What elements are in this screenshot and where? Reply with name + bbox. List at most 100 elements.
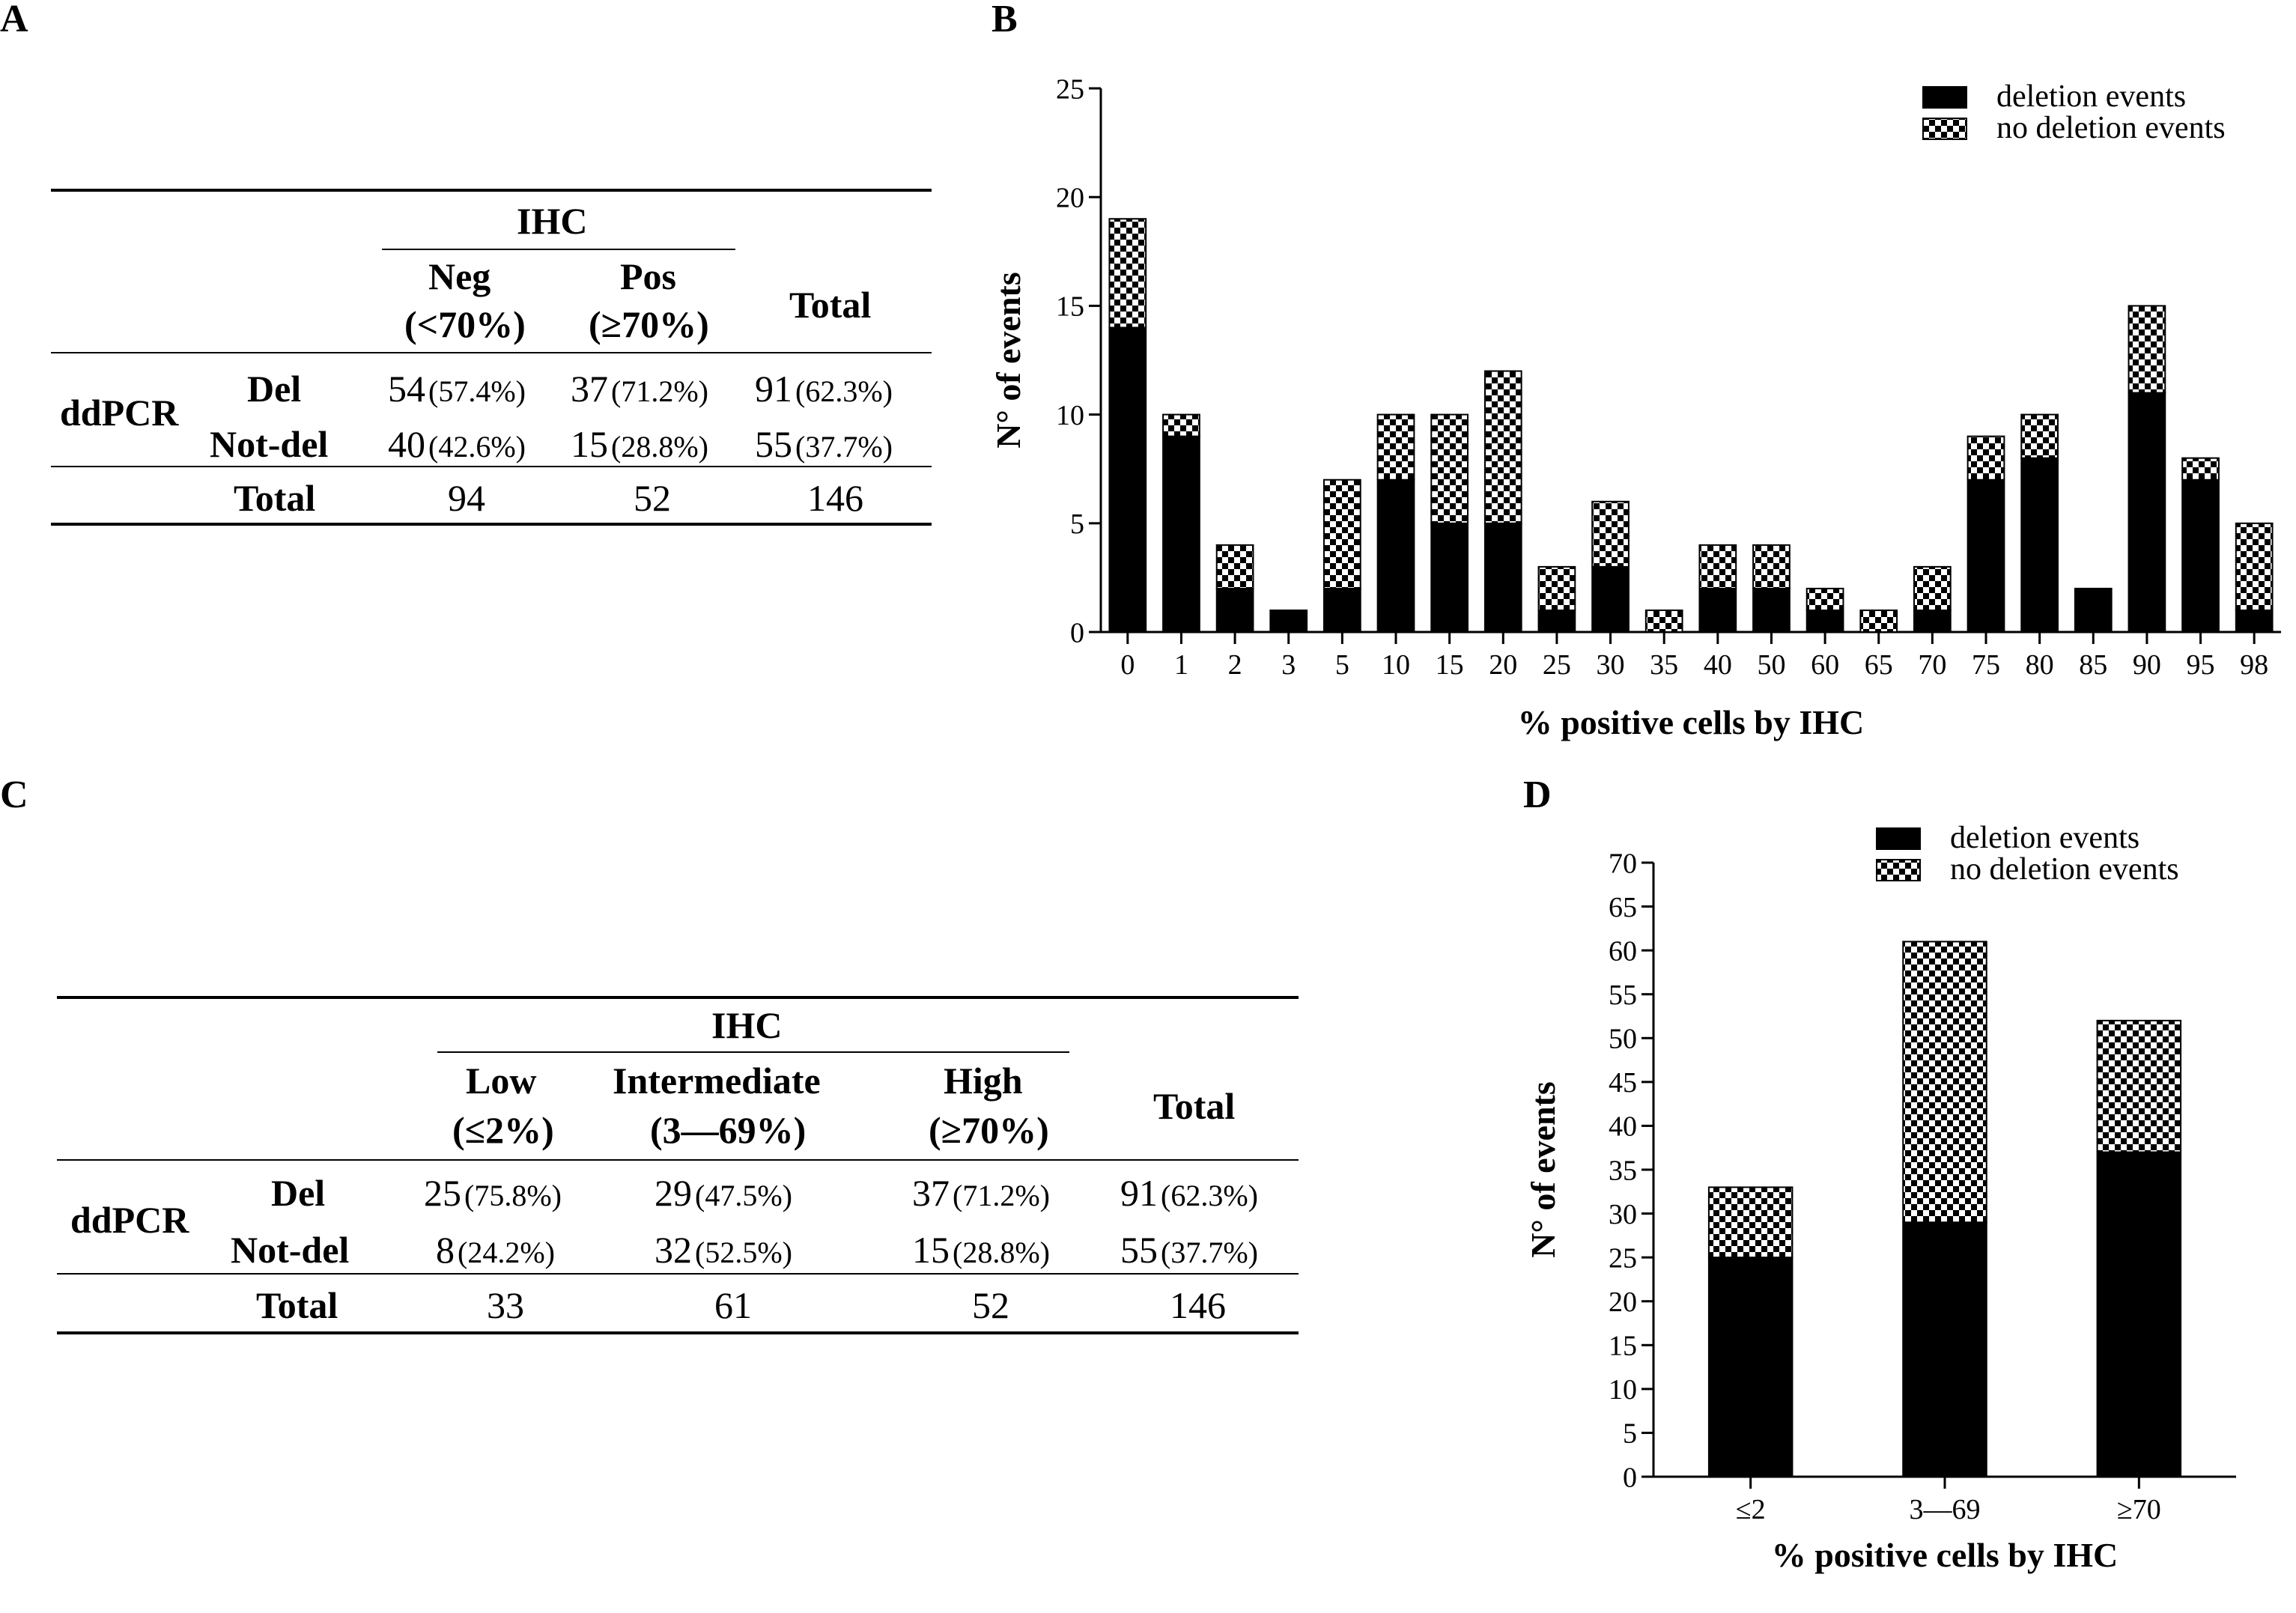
table-a-col-total: Total <box>789 284 872 326</box>
y-tick-label: 5 <box>1070 508 1084 540</box>
x-tick-label: 3 <box>1281 649 1296 681</box>
table-a-col-pos: Pos <box>620 255 676 297</box>
bar-no-deletion <box>1215 544 1254 589</box>
table-a-notdel-pos: 15 (28.8%) <box>571 425 708 463</box>
bar-deletion <box>1215 587 1254 633</box>
bar-deletion <box>1902 1221 1987 1478</box>
table-a-ihc-header: IHC <box>517 200 588 242</box>
table-a-row-group: ddPCR <box>60 392 179 434</box>
cell-percent: (47.5%) <box>695 1179 792 1212</box>
bar-no-deletion <box>2181 457 2220 481</box>
y-tick-label: 25 <box>1609 1242 1637 1274</box>
table-a-body-rule <box>51 466 932 467</box>
legend-swatch-no-deletion <box>1876 859 1921 881</box>
cell-count: 37 <box>571 368 608 410</box>
table-a-col-neg-range: (<70%) <box>404 303 526 345</box>
table-a-del-neg: 54 (57.4%) <box>388 370 526 407</box>
cell-count: 15 <box>912 1229 950 1271</box>
bar-deletion <box>1108 326 1147 633</box>
x-tick-label: 35 <box>1650 649 1678 681</box>
cell-percent: (75.8%) <box>464 1179 562 1212</box>
bar-deletion <box>1162 435 1200 633</box>
y-tick-label: 20 <box>1056 183 1084 214</box>
cell-count: 40 <box>388 423 425 465</box>
x-axis-title: % positive cells by IHC <box>1518 703 1865 741</box>
x-tick-label: 5 <box>1335 649 1349 681</box>
bar-no-deletion <box>1483 370 1522 524</box>
table-c-del-intermediate: 29 (47.5%) <box>655 1174 792 1212</box>
cell-count: 15 <box>571 423 608 465</box>
x-tick-label: 1 <box>1174 649 1188 681</box>
cell-percent: (52.5%) <box>695 1236 792 1269</box>
table-c-row-notdel: Not-del <box>231 1229 350 1271</box>
x-axis-title: % positive cells by IHC <box>1772 1536 2119 1574</box>
table-c: IHC Low (≤2%) Intermediate (3—69%) High … <box>0 0 1318 1348</box>
table-a-col-neg: Neg <box>428 255 491 297</box>
bar-deletion <box>1913 609 1952 634</box>
table-c-header-rule <box>57 1159 1299 1161</box>
bar-no-deletion <box>1698 544 1737 589</box>
table-c-top-rule <box>57 996 1299 999</box>
table-a-col-pos-range: (≥70%) <box>589 303 709 345</box>
x-tick-label: 15 <box>1436 649 1464 681</box>
cell-count: 91 <box>1120 1172 1158 1214</box>
table-c-ihc-rule <box>437 1051 1069 1053</box>
bar-deletion <box>1537 609 1576 634</box>
bar-deletion <box>1752 587 1791 633</box>
bar-no-deletion <box>1376 413 1415 481</box>
x-tick-label: 20 <box>1489 649 1517 681</box>
cell-count: 37 <box>912 1172 950 1214</box>
bar-no-deletion <box>2235 522 2274 611</box>
bar-no-deletion <box>1913 565 1952 611</box>
cell-percent: (62.3%) <box>795 374 893 408</box>
x-tick-label: 90 <box>2133 649 2161 681</box>
cell-percent: (71.2%) <box>953 1179 1050 1212</box>
table-c-ihc-header: IHC <box>711 1004 783 1046</box>
y-tick-label: 45 <box>1609 1067 1637 1099</box>
bar-deletion <box>2128 392 2166 633</box>
y-tick-label: 30 <box>1609 1199 1637 1230</box>
bar-deletion <box>2235 609 2274 634</box>
y-tick-label: 40 <box>1609 1111 1637 1143</box>
cell-percent: (57.4%) <box>428 374 526 408</box>
x-tick-label: 25 <box>1543 649 1571 681</box>
cell-percent: (37.7%) <box>1161 1236 1258 1269</box>
bar-no-deletion <box>2096 1019 2182 1153</box>
cell-percent: (24.2%) <box>458 1236 555 1269</box>
panel-label-c: C <box>0 774 28 816</box>
x-tick-label: 95 <box>2187 649 2215 681</box>
table-c-del-high: 37 (71.2%) <box>912 1174 1050 1212</box>
table-c-col-high: High <box>944 1060 1023 1102</box>
bar-no-deletion <box>1902 941 1987 1224</box>
x-tick-label: 3—69 <box>1910 1494 1981 1525</box>
table-c-total-total: 146 <box>1170 1284 1226 1326</box>
bar-deletion <box>1591 565 1630 634</box>
legend-swatch-deletion <box>1922 86 1967 109</box>
bar-no-deletion <box>1752 544 1791 589</box>
bar-deletion <box>2020 457 2059 633</box>
cell-percent: (28.8%) <box>953 1236 1050 1269</box>
legend-label: no deletion events <box>1996 111 2226 145</box>
x-tick-label: 40 <box>1704 649 1732 681</box>
table-a-del-pos: 37 (71.2%) <box>571 370 708 407</box>
x-tick-label: 10 <box>1382 649 1410 681</box>
cell-count: 55 <box>1120 1229 1158 1271</box>
y-tick-label: 15 <box>1609 1331 1637 1362</box>
bar-no-deletion <box>1108 218 1147 329</box>
table-a-row-notdel: Not-del <box>210 423 329 465</box>
legend-label: deletion events <box>1950 821 2139 855</box>
bar-no-deletion <box>1859 609 1898 634</box>
bar-deletion <box>1430 522 1469 633</box>
table-c-row-group: ddPCR <box>70 1199 189 1241</box>
bar-no-deletion <box>2128 305 2166 394</box>
x-tick-label: ≤2 <box>1736 1494 1766 1525</box>
panel-label-d: D <box>1523 774 1552 816</box>
table-a-total-label: Total <box>234 477 316 519</box>
table-a-ihc-rule <box>382 249 735 250</box>
bar-deletion <box>1323 587 1361 633</box>
panel-label-b: B <box>991 0 1018 40</box>
y-tick-label: 10 <box>1056 400 1084 431</box>
bar-deletion <box>1483 522 1522 633</box>
table-c-del-total: 91 (62.3%) <box>1120 1174 1258 1212</box>
